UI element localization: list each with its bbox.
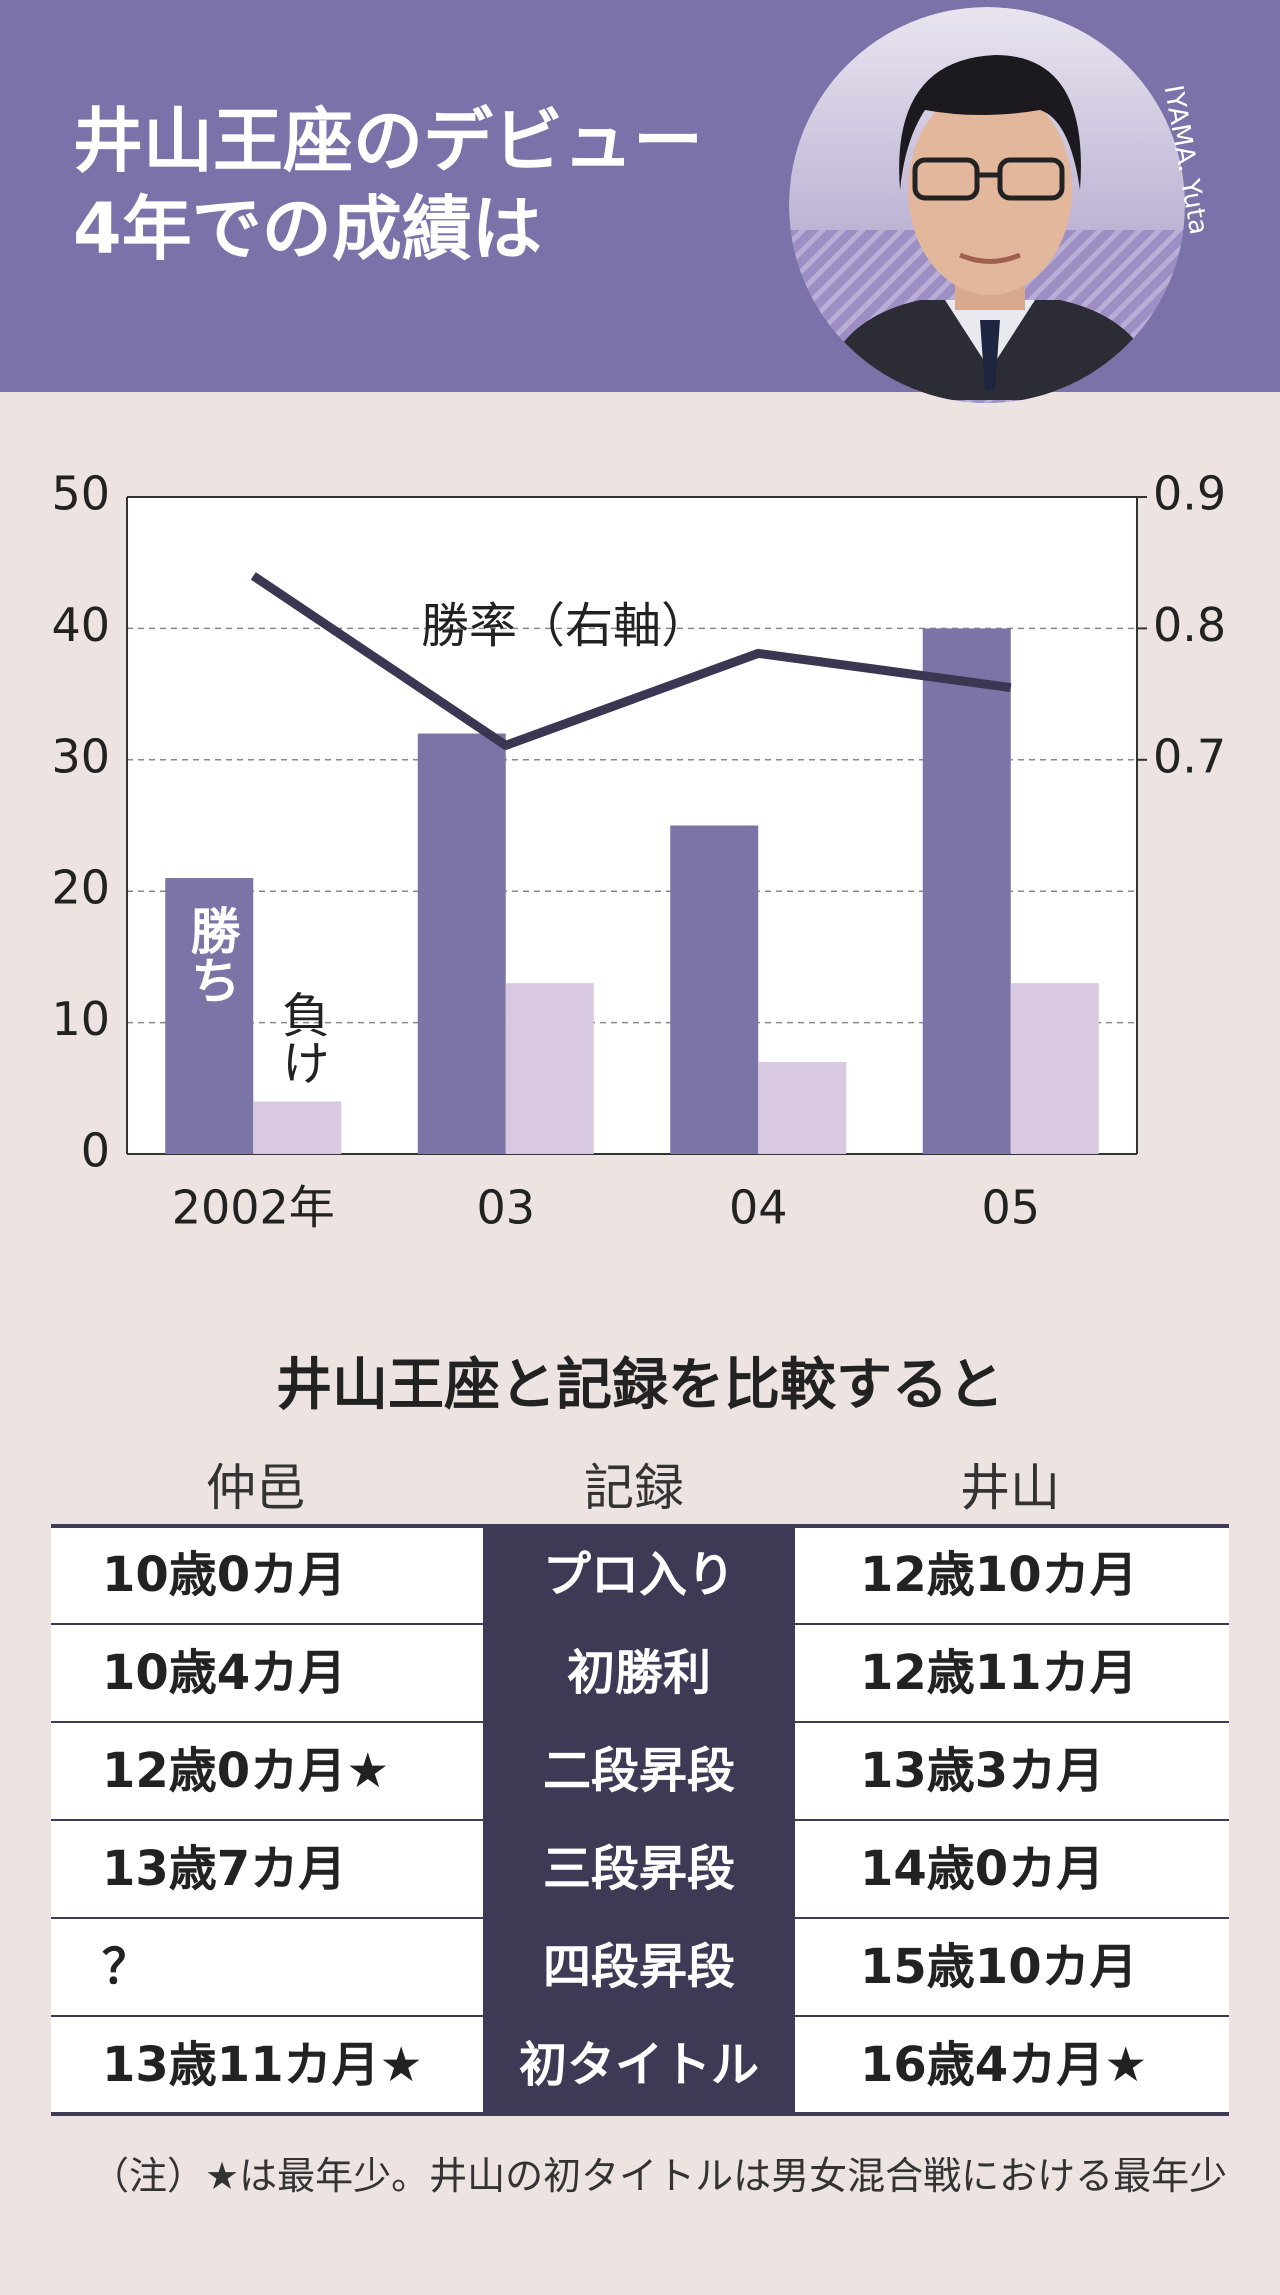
row-rule [51,1721,1229,1723]
column-header: 仲邑 [206,1459,306,1517]
table-cell: 12歳11カ月 [860,1645,1138,1701]
bar [1010,983,1099,1154]
y-tick-label: 20 [51,861,110,915]
row-rule [51,1524,1229,1528]
row-rule [51,2112,1229,2116]
table-cell: プロ入り [542,1547,735,1603]
y2-tick-label: 0.7 [1153,729,1226,783]
table-cell: 初タイトル [518,2037,759,2093]
table-cell: 13歳11カ月★ [102,2037,423,2093]
bar [253,1101,342,1154]
y2-tick-label: 0.8 [1153,598,1226,652]
title-line: 4年での成績は [73,188,542,270]
table-title: 井山王座と記録を比較すると [276,1353,1004,1418]
table-cell: 10歳0カ月 [102,1547,347,1603]
column-header: 記録 [584,1459,684,1517]
column-header: 井山 [960,1459,1060,1517]
row-rule [51,1623,1229,1625]
bar [505,983,594,1154]
table-cell: 初勝利 [566,1645,711,1701]
y-tick-label: 30 [51,729,110,783]
y2-tick-label: 0.9 [1153,467,1226,521]
table-cell: 13歳7カ月 [102,1841,347,1897]
table-cell: 15歳10カ月 [860,1939,1138,1995]
table-cell: 14歳0カ月 [860,1841,1105,1897]
table-cell: 二段昇段 [542,1743,735,1799]
win-rate-line [250,572,1012,750]
row-rule [51,1917,1229,1919]
series-label: 勝ち [183,905,241,1005]
y-tick-label: 40 [51,598,110,652]
chart: 井山王座のデビュー 4年での成績は IYAMA. Yuta 0102030405… [0,0,1280,1235]
bar [670,825,759,1154]
row-rule [51,2015,1229,2017]
y-tick-label: 10 [51,992,110,1046]
x-tick-label: 04 [729,1181,788,1235]
x-tick-label: 05 [981,1181,1040,1235]
series-label: 負け [273,990,329,1086]
bar [922,628,1011,1154]
table-cell: 12歳10カ月 [860,1547,1138,1603]
table-cell: 10歳4カ月 [102,1645,347,1701]
bar [417,733,506,1154]
table-cell: 三段昇段 [542,1841,735,1897]
footnote: （注）★は最年少。井山の初タイトルは男女混合戦における最年少 [91,2154,1228,2198]
x-tick-label: 2002年 [172,1181,335,1235]
table-cell: 13歳3カ月 [860,1743,1105,1799]
y-tick-label: 50 [51,467,110,521]
row-rule [51,1819,1229,1821]
title-line: 井山王座のデビュー [73,100,703,182]
table-cell: ？ [102,1939,151,1995]
table-cell: 12歳0カ月★ [102,1743,390,1799]
table-cell: 16歳4カ月★ [860,2037,1148,2093]
bar [758,1062,847,1154]
y-tick-label: 0 [81,1124,110,1178]
bar [165,878,254,1154]
x-tick-label: 03 [476,1181,535,1235]
table-cell: 四段昇段 [542,1939,735,1995]
series-label: 勝率（右軸） [421,598,709,654]
